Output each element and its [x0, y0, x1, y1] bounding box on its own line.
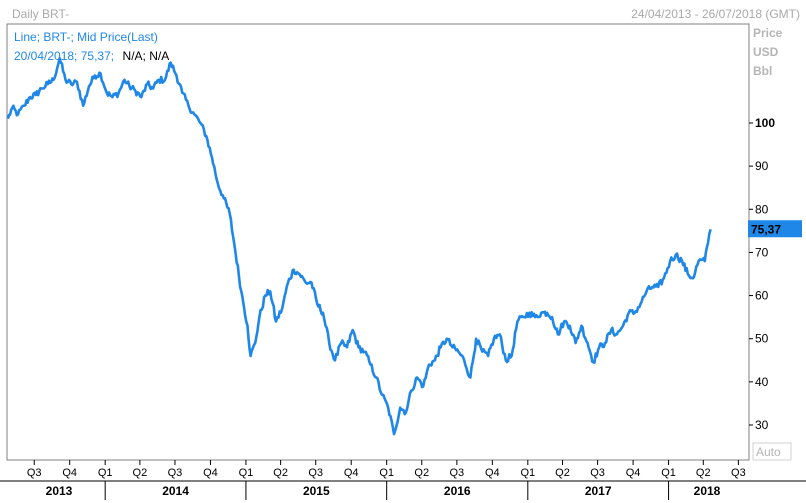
x-quarter-label: Q4	[344, 467, 359, 479]
x-quarter-label: Q2	[414, 467, 429, 479]
x-quarter-label: Q4	[203, 467, 218, 479]
axis-unit-volume: Bbl	[753, 64, 772, 78]
y-tick-label: 80	[755, 202, 769, 216]
x-quarter-label: Q4	[485, 467, 500, 479]
x-quarter-label: Q3	[27, 467, 42, 479]
x-quarter-label: Q3	[168, 467, 183, 479]
x-quarter-label: Q1	[661, 467, 676, 479]
axis-unit-currency: USD	[753, 45, 779, 59]
x-year-label: 2015	[303, 484, 330, 498]
legend-last-value: 20/04/2018; 75,37; N/A; N/A	[14, 47, 169, 64]
x-year-label: 2013	[46, 484, 73, 498]
x-quarter-label: Q4	[62, 467, 77, 479]
legend-last-date-value: 20/04/2018; 75,37;	[14, 49, 114, 63]
x-quarter-label: Q3	[450, 467, 465, 479]
x-quarter-label: Q1	[239, 467, 254, 479]
y-tick-label: 60	[755, 289, 769, 303]
x-quarter-label: Q1	[98, 467, 113, 479]
last-value-badge	[748, 220, 802, 238]
x-year-label: 2018	[694, 484, 721, 498]
x-quarter-label: Q1	[520, 467, 535, 479]
x-quarter-label: Q2	[696, 467, 711, 479]
axis-unit-price: Price	[753, 26, 783, 40]
series-brt	[6, 57, 712, 436]
x-quarter-label: Q3	[590, 467, 605, 479]
y-tick-label: 50	[755, 332, 769, 346]
chart-date-range: 24/04/2013 - 26/07/2018 (GMT)	[631, 7, 800, 21]
x-axis: Q3 Q4 Q1 Q2 Q3 Q4 Q1 Q2 Q3 Q4 Q1 Q2 Q3 Q4 Q1 Q2 Q3 Q4 Q1 Q2…	[0, 460, 806, 500]
x-year-label: 2016	[444, 484, 471, 498]
last-value-label: 75,37	[751, 222, 781, 236]
chart-instrument-title: Daily BRT-	[12, 7, 69, 21]
auto-scale-button-frame[interactable]	[752, 442, 792, 461]
y-axis: 30 40 50 60 70 80 90 100	[749, 116, 775, 432]
x-quarter-label: Q3	[731, 467, 746, 479]
auto-scale-button[interactable]: Auto	[756, 445, 781, 459]
x-quarter-label: Q2	[273, 467, 288, 479]
x-year-label: 2017	[585, 484, 612, 498]
x-quarter-label: Q3	[308, 467, 323, 479]
y-tick-label: 90	[755, 159, 769, 173]
legend-na-values: N/A; N/A	[123, 49, 170, 63]
series-line-brt-	[6, 57, 712, 436]
x-quarter-label: Q2	[133, 467, 148, 479]
plot-area	[6, 23, 750, 461]
x-year-label: 2014	[162, 484, 189, 498]
y-tick-label: 30	[755, 418, 769, 432]
x-quarter-label: Q4	[626, 467, 641, 479]
y-tick-label: 100	[755, 116, 775, 130]
x-quarter-label: Q2	[555, 467, 570, 479]
x-quarter-label: Q1	[379, 467, 394, 479]
y-tick-label: 40	[755, 375, 769, 389]
legend-series-label: Line; BRT-; Mid Price(Last)	[14, 30, 158, 44]
y-tick-label: 70	[755, 245, 769, 259]
